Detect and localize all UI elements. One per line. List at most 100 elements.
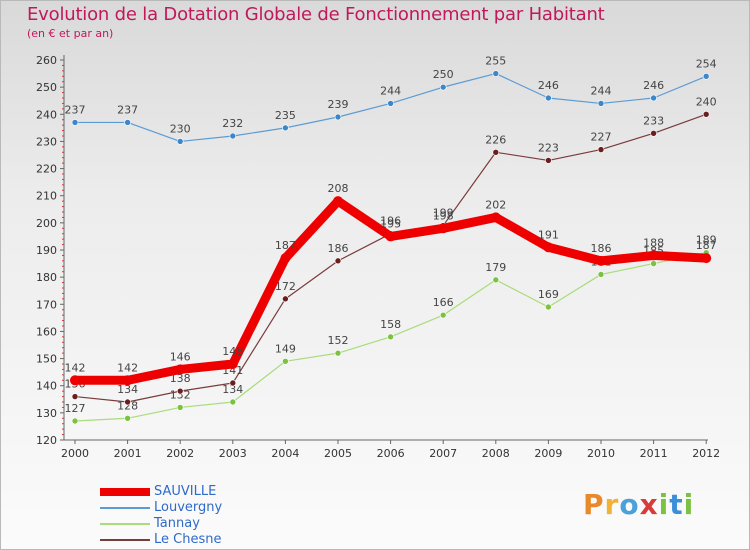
data-label-louvergny: 246: [538, 79, 559, 92]
data-label-sauville: 186: [591, 242, 612, 255]
data-label-sauville: 195: [380, 217, 401, 230]
data-label-tannay: 134: [222, 383, 243, 396]
data-point-sauville: [122, 375, 133, 386]
legend-item-louvergny: Louvergny: [100, 500, 300, 516]
data-label-louvergny: 244: [380, 84, 401, 97]
data-label-tannay: 128: [117, 399, 138, 412]
data-label-le-chesne: 138: [170, 372, 191, 385]
data-point-le-chesne: [176, 387, 184, 395]
data-label-le-chesne: 226: [485, 133, 506, 146]
y-tick-label: 260: [36, 54, 57, 67]
logo-letter: o: [619, 488, 640, 521]
proxiti-logo: Proxiti: [583, 488, 694, 521]
data-point-sauville: [543, 242, 554, 253]
data-point-louvergny: [229, 132, 237, 140]
data-point-le-chesne: [229, 379, 237, 387]
data-point-sauville: [701, 253, 712, 264]
data-point-sauville: [175, 364, 186, 375]
y-tick-label: 180: [36, 271, 57, 284]
x-tick-label: 2002: [166, 447, 194, 460]
data-label-tannay: 166: [433, 296, 454, 309]
data-label-le-chesne: 199: [433, 207, 454, 220]
data-point-tannay: [597, 271, 605, 278]
data-point-le-chesne: [702, 110, 710, 118]
data-point-louvergny: [387, 100, 394, 107]
y-tick-label: 130: [36, 407, 57, 420]
data-label-louvergny: 255: [485, 55, 506, 68]
data-point-sauville: [227, 359, 238, 369]
y-tick-label: 190: [36, 244, 57, 257]
data-label-tannay: 127: [65, 402, 86, 415]
y-tick-label: 220: [36, 163, 57, 176]
data-point-le-chesne: [597, 146, 605, 153]
chart-subtitle: (en € et par an): [27, 27, 114, 40]
legend-label-tannay: Tannay: [154, 516, 200, 531]
data-label-sauville: 188: [643, 236, 664, 249]
data-label-tannay: 149: [275, 342, 296, 355]
data-point-tannay: [650, 260, 657, 267]
data-label-louvergny: 239: [328, 98, 349, 111]
data-label-le-chesne: 134: [117, 383, 138, 396]
x-tick-label: 2009: [534, 447, 562, 460]
data-label-tannay: 179: [485, 261, 506, 274]
logo-letter: t: [669, 488, 684, 521]
legend-swatch-tannay: [100, 523, 150, 525]
data-label-le-chesne: 172: [275, 280, 296, 293]
logo-letter: x: [639, 488, 659, 521]
data-point-louvergny: [545, 94, 552, 102]
data-point-tannay: [545, 303, 552, 311]
x-tick-label: 2004: [271, 447, 299, 460]
data-label-tannay: 152: [328, 334, 349, 347]
logo-letter: P: [583, 488, 605, 521]
y-tick-label: 210: [36, 190, 57, 203]
data-point-louvergny: [71, 119, 79, 126]
y-tick-label: 140: [36, 380, 57, 393]
data-label-louvergny: 237: [65, 103, 86, 116]
x-tick-label: 2011: [640, 447, 668, 460]
data-point-tannay: [71, 417, 79, 425]
data-point-le-chesne: [545, 157, 552, 164]
data-label-tannay: 158: [380, 318, 401, 331]
chart-legend: SAUVILLE Louvergny Tannay Le Chesne: [100, 484, 300, 548]
data-label-le-chesne: 196: [380, 215, 401, 228]
data-point-tannay: [124, 414, 131, 422]
data-point-sauville: [596, 255, 606, 266]
data-point-le-chesne: [71, 393, 79, 400]
data-point-le-chesne: [282, 295, 289, 303]
data-label-le-chesne: 233: [643, 114, 664, 127]
data-point-tannay: [492, 276, 500, 284]
data-label-sauville: 191: [538, 228, 559, 241]
data-label-tannay: 189: [696, 234, 717, 247]
y-tick-label: 240: [36, 108, 57, 121]
data-point-le-chesne: [124, 398, 131, 406]
x-tick-label: 2007: [429, 447, 457, 460]
data-point-louvergny: [334, 113, 342, 121]
y-tick-label: 250: [36, 81, 57, 94]
data-label-sauville: 198: [433, 209, 454, 222]
legend-label-sauville: SAUVILLE: [154, 484, 217, 499]
x-tick-label: 2005: [324, 447, 352, 460]
data-label-le-chesne: 223: [538, 141, 559, 154]
data-point-louvergny: [702, 72, 710, 80]
logo-letter: i: [683, 488, 695, 521]
x-tick-label: 2006: [377, 447, 405, 460]
data-point-louvergny: [650, 94, 657, 102]
data-label-le-chesne: 240: [696, 95, 717, 108]
data-point-tannay: [176, 404, 184, 411]
data-point-le-chesne: [334, 257, 342, 265]
data-label-sauville: 142: [65, 361, 86, 374]
data-point-louvergny: [176, 138, 184, 145]
legend-item-sauville: SAUVILLE: [100, 484, 300, 500]
data-label-louvergny: 246: [643, 79, 664, 92]
data-label-sauville: 187: [275, 239, 296, 252]
data-label-tannay: 169: [538, 288, 559, 301]
logo-letter: i: [658, 488, 670, 521]
data-label-sauville: 202: [485, 198, 506, 211]
y-tick-label: 200: [36, 217, 57, 230]
data-label-sauville: 146: [170, 350, 191, 363]
y-tick-label: 120: [36, 434, 57, 447]
legend-swatch-sauville: [100, 488, 150, 496]
y-tick-label: 150: [36, 353, 57, 366]
data-label-sauville: 208: [328, 182, 349, 195]
